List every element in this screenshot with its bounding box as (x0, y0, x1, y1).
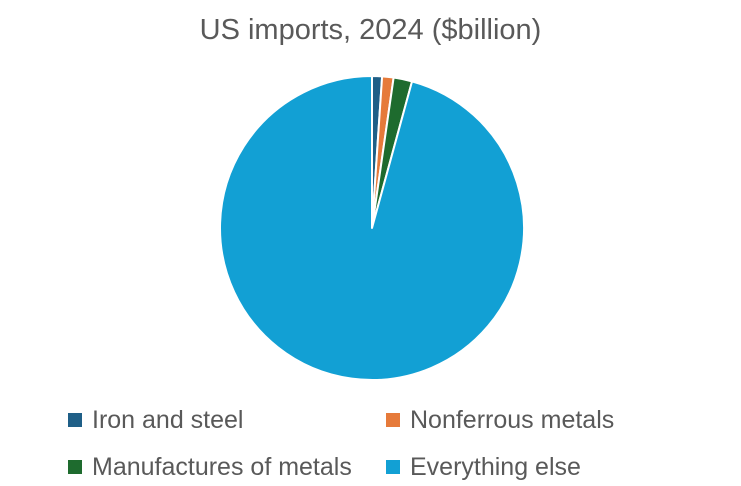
legend-item-everything-else: Everything else (386, 452, 581, 482)
legend-label-iron-and-steel: Iron and steel (92, 406, 244, 434)
legend-swatch-nonferrous-metals (386, 413, 400, 427)
legend-swatch-iron-and-steel (68, 413, 82, 427)
legend-swatch-everything-else (386, 460, 400, 474)
pie-slice-everything-else (219, 75, 525, 381)
legend-swatch-manufactures-of-metals (68, 460, 82, 474)
legend-label-manufactures-of-metals: Manufactures of metals (92, 453, 352, 481)
chart-title: US imports, 2024 ($billion) (199, 14, 542, 46)
legend-item-iron-and-steel: Iron and steel (68, 405, 244, 435)
pie-slices (219, 75, 525, 381)
legend-label-nonferrous-metals: Nonferrous metals (410, 406, 615, 434)
legend-item-nonferrous-metals: Nonferrous metals (386, 405, 614, 435)
legend-label-everything-else: Everything else (410, 453, 581, 481)
legend-item-manufactures-of-metals: Manufactures of metals (68, 452, 352, 482)
